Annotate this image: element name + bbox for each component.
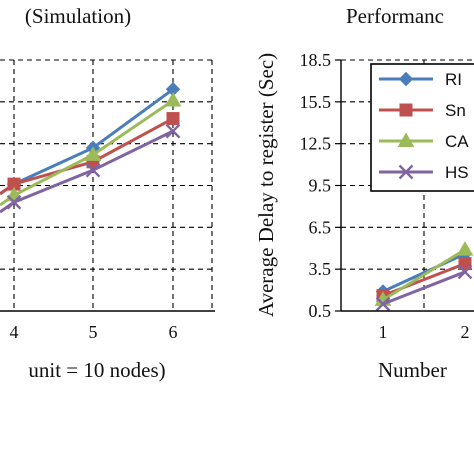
right-series-3-point [375,296,391,312]
legend-entry-label: Sn [445,101,466,120]
legend-items: RI Sn CA HS [379,70,469,182]
right-y-axis-label: Average Delay to register (Sec) [254,53,278,317]
legend-entry-label: HS [445,163,469,182]
left-series-2-point [164,91,182,107]
left-x-tick-labels: 4 5 6 [10,322,178,342]
right-y-tick-label: 3.5 [309,259,332,279]
left-series-1-point [166,112,180,126]
right-series-3-point [457,264,473,280]
left-x-tick-label: 6 [169,322,178,342]
left-series-3-point [6,194,22,210]
legend-entry-label: CA [445,132,469,151]
left-series-3-point [85,162,101,178]
right-y-tick-label: 15.5 [300,92,332,112]
right-y-tick-label: 12.5 [300,134,332,154]
left-series-line-0 [0,88,174,196]
legend: RI Sn CA HS [370,63,474,192]
right-chart: Performanc Average Delay to register (Se… [254,4,474,382]
right-series-group [374,241,474,312]
legend-swatch-marker [398,71,414,87]
legend-box [370,63,474,192]
left-x-tick-label: 4 [10,322,19,342]
right-chart-title: Performanc [346,4,444,28]
right-series-line-3 [382,270,466,306]
left-x-tick-label: 5 [89,322,98,342]
left-grid [0,59,215,312]
right-series-line-2 [382,248,466,302]
right-series-2-point [456,241,474,256]
right-y-tick-label: 0.5 [309,301,332,321]
right-y-tick-label: 6.5 [309,217,332,237]
right-y-tick-label: 9.5 [309,176,332,196]
right-series-line-0 [382,252,466,293]
legend-swatch-marker [397,132,415,147]
legend-entry-label: RI [445,70,462,89]
left-series-line-3 [0,129,174,214]
right-y-tick-labels: 0.5 3.5 6.5 9.5 12.5 15.5 18.5 [300,50,332,321]
left-series-2-point [84,146,102,161]
legend-swatch-marker [399,103,413,117]
left-chart-title: (Simulation) [25,4,131,28]
right-x-axis-label: Number [378,358,447,382]
left-series-group [0,82,182,214]
right-series-1-point [458,257,472,271]
left-series-line-1 [0,117,174,196]
left-chart: (Simulation) 4 5 6 unit = 10 nodes) [0,4,215,382]
left-x-axis-label: unit = 10 nodes) [28,358,165,382]
right-x-tick-label: 1 [379,322,388,342]
right-x-tick-label: 2 [461,322,470,342]
left-series-3-point [165,123,181,139]
right-y-tick-label: 18.5 [300,50,332,70]
legend-swatch-marker [398,164,414,180]
left-series-line-2 [0,99,174,207]
